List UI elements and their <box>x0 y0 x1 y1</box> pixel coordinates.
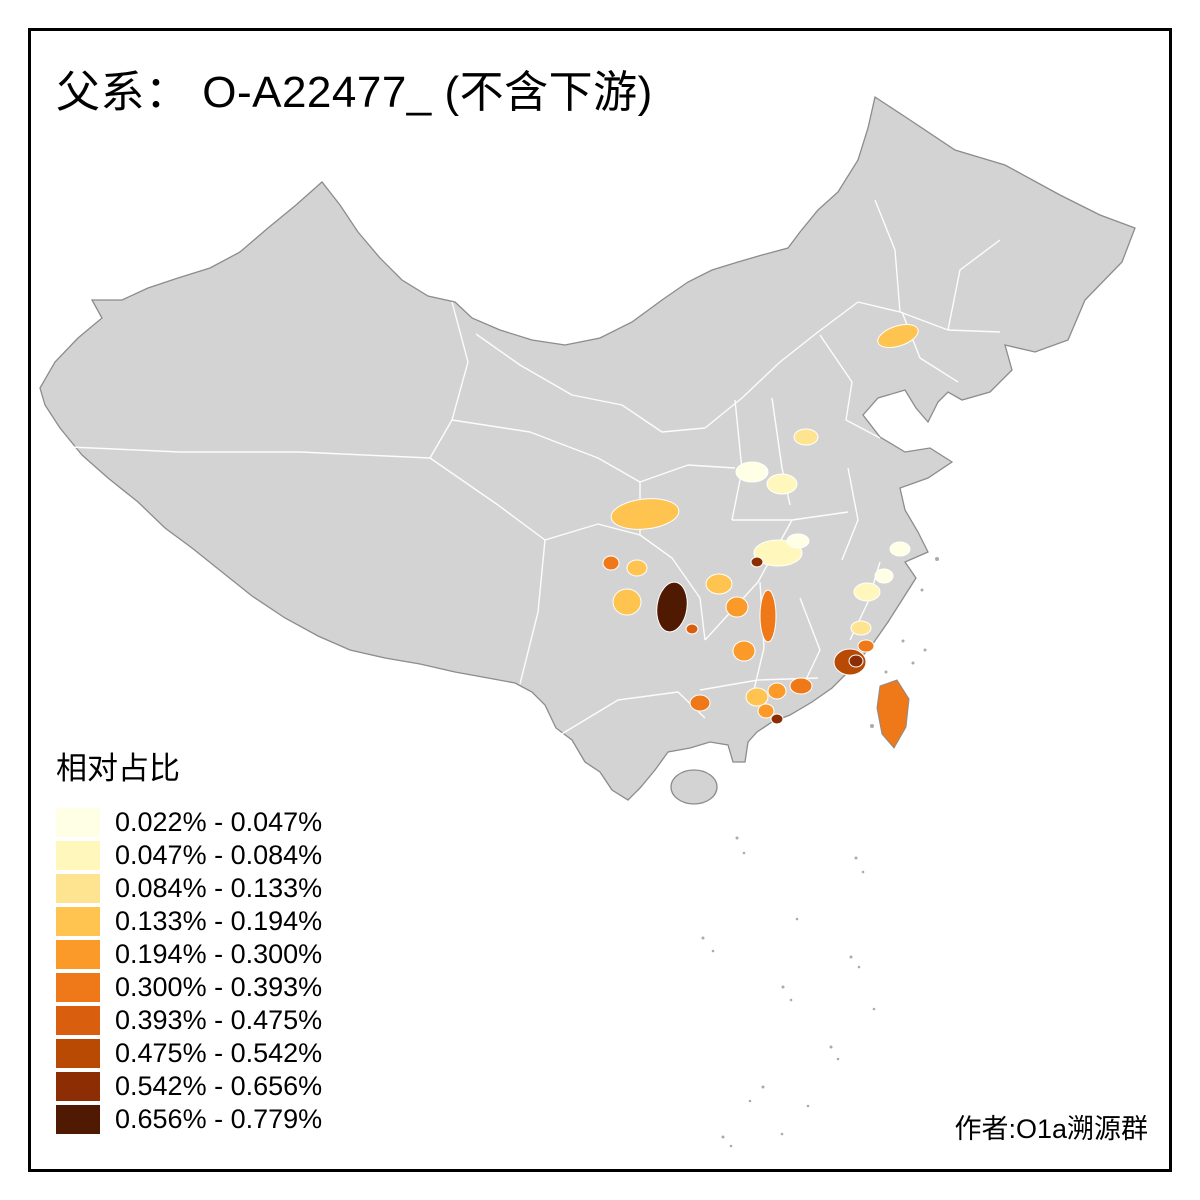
legend-swatch <box>56 1039 100 1068</box>
legend-swatch <box>56 808 100 837</box>
region-guangdong-central <box>767 682 787 700</box>
region-sichuan-north <box>610 498 680 530</box>
legend-label: 0.542% - 0.656% <box>115 1071 323 1101</box>
legend-entries: 0.022% - 0.047% 0.047% - 0.084% 0.084% - 0… <box>56 806 322 1136</box>
region-hunan-central <box>725 596 749 618</box>
legend: 相对占比 0.022% - 0.047% 0.047% - 0.084% 0.084… <box>56 743 322 1136</box>
legend-swatch <box>56 973 100 1002</box>
region-guangdong-east <box>789 677 813 695</box>
legend-label: 0.393% - 0.475% <box>115 1005 323 1035</box>
legend-title: 相对占比 <box>56 751 180 786</box>
sea-islands <box>701 557 939 1148</box>
region-guangxi-east <box>689 694 711 712</box>
legend-swatch <box>56 1072 100 1101</box>
region-henan-west <box>735 461 769 483</box>
region-hunan-south <box>732 640 756 662</box>
region-jiangsu-south <box>889 541 911 557</box>
attribution-text: 作者:O1a溯源群 <box>954 1114 1148 1144</box>
legend-swatch <box>56 841 100 870</box>
legend-entry: 0.656% - 0.779% <box>56 1103 322 1136</box>
legend-label: 0.656% - 0.779% <box>115 1104 323 1134</box>
region-shanxi-south <box>793 428 819 446</box>
region-chongqing-east <box>685 623 699 635</box>
hainan-island <box>670 769 718 805</box>
region-guangdong-south <box>757 703 775 719</box>
legend-swatch <box>56 1006 100 1035</box>
region-liaoning-west <box>877 323 919 349</box>
region-shaanxi-guanzhong <box>766 473 798 495</box>
legend-entry: 0.022% - 0.047% <box>56 806 322 839</box>
legend-swatch <box>56 907 100 936</box>
legend-entry: 0.393% - 0.475% <box>56 1004 322 1037</box>
region-chengdu-west <box>602 555 620 571</box>
legend-label: 0.047% - 0.084% <box>115 840 323 870</box>
region-taiwan <box>876 679 910 749</box>
page-title: 父系： O-A22477_ (不含下游) <box>56 68 653 117</box>
legend-label: 0.194% - 0.300% <box>115 939 323 969</box>
region-zhejiang-north <box>874 568 894 584</box>
region-hubei-north <box>786 533 810 549</box>
region-jiangxi-central <box>759 589 777 643</box>
region-zhejiang-west <box>853 582 881 602</box>
region-hunan-northwest <box>705 573 733 595</box>
region-guangdong-west <box>745 687 769 707</box>
legend-entry: 0.194% - 0.300% <box>56 938 322 971</box>
legend-entry: 0.475% - 0.542% <box>56 1037 322 1070</box>
legend-swatch <box>56 874 100 903</box>
legend-label: 0.133% - 0.194% <box>115 906 323 936</box>
legend-entry: 0.084% - 0.133% <box>56 872 322 905</box>
legend-label: 0.300% - 0.393% <box>115 972 323 1002</box>
legend-swatch <box>56 940 100 969</box>
region-sichuan-south <box>612 588 642 616</box>
legend-entry: 0.047% - 0.084% <box>56 839 322 872</box>
colored-regions <box>602 323 919 725</box>
region-fujian-coast-core <box>848 654 864 668</box>
legend-label: 0.022% - 0.047% <box>115 807 323 837</box>
region-guangdong-pearl-spot <box>770 713 784 725</box>
legend-label: 0.475% - 0.542% <box>115 1038 323 1068</box>
legend-entry: 0.542% - 0.656% <box>56 1070 322 1103</box>
region-sichuan-central <box>626 559 648 577</box>
legend-label: 0.084% - 0.133% <box>115 873 323 903</box>
region-chongqing <box>656 581 688 633</box>
region-fujian-central <box>857 639 875 653</box>
region-hubei-central <box>753 539 803 567</box>
legend-swatch <box>56 1105 100 1134</box>
legend-entry: 0.133% - 0.194% <box>56 905 322 938</box>
legend-entry: 0.300% - 0.393% <box>56 971 322 1004</box>
plot-frame <box>28 28 1172 1172</box>
region-hubei-west-spot <box>750 556 764 568</box>
region-fujian-north <box>850 620 872 636</box>
